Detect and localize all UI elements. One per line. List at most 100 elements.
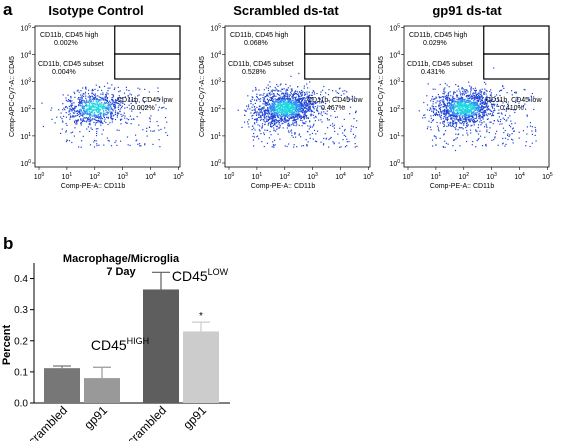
flow-point bbox=[455, 106, 457, 108]
flow-point bbox=[107, 123, 109, 126]
flow-point bbox=[70, 109, 72, 111]
flow-point bbox=[301, 89, 303, 91]
flow-point bbox=[91, 128, 93, 130]
flow-point bbox=[297, 118, 299, 120]
flow-point bbox=[279, 100, 281, 102]
bar-y-tick-label: 0.2 bbox=[14, 336, 28, 347]
flow-point bbox=[455, 128, 457, 130]
flow-point bbox=[515, 99, 517, 101]
flow-point bbox=[266, 105, 268, 107]
flow-point bbox=[269, 81, 271, 83]
flow-point bbox=[75, 106, 77, 108]
flow-point bbox=[485, 110, 487, 112]
flow-point bbox=[94, 94, 96, 96]
flow-point bbox=[98, 144, 100, 146]
flow-point bbox=[303, 102, 305, 104]
flow-point bbox=[71, 141, 73, 144]
flow-point bbox=[475, 89, 477, 91]
flow-point bbox=[302, 97, 304, 99]
flow-point bbox=[430, 108, 432, 110]
flow-point bbox=[434, 98, 436, 100]
flow-point bbox=[507, 133, 509, 135]
flow-point bbox=[263, 120, 265, 122]
flow-point bbox=[456, 96, 458, 98]
flow-point bbox=[79, 116, 81, 118]
flow-point bbox=[94, 114, 96, 116]
flow-point bbox=[86, 110, 88, 112]
flow-point bbox=[264, 114, 266, 116]
flow-point bbox=[282, 122, 284, 124]
flow-point bbox=[472, 116, 474, 118]
flow-point bbox=[466, 105, 468, 107]
flow-point bbox=[512, 139, 514, 141]
flow-point bbox=[95, 111, 97, 113]
flow-point bbox=[486, 118, 488, 120]
flow-point bbox=[77, 120, 79, 122]
flow-point bbox=[304, 122, 306, 125]
flow-point bbox=[439, 104, 441, 106]
flow-point bbox=[424, 114, 426, 116]
gate-label: CD11b, CD45 subset bbox=[407, 61, 473, 68]
flow-point bbox=[89, 117, 91, 119]
flow-point bbox=[80, 146, 82, 148]
flow-point bbox=[297, 113, 299, 115]
flow-point bbox=[73, 116, 75, 118]
flow-point bbox=[300, 116, 302, 118]
flow-point bbox=[332, 125, 334, 127]
flow-point bbox=[272, 98, 274, 100]
flow-point bbox=[432, 110, 434, 112]
flow-point bbox=[267, 107, 269, 109]
flow-plot-title: gp91 ds-tat bbox=[432, 3, 502, 18]
flow-point bbox=[457, 106, 459, 108]
flow-point bbox=[86, 108, 88, 110]
flow-point bbox=[470, 114, 472, 116]
flow-point bbox=[452, 106, 454, 108]
flow-point bbox=[474, 95, 476, 97]
flow-point bbox=[65, 141, 68, 143]
flow-point bbox=[307, 98, 309, 100]
flow-point bbox=[309, 102, 311, 104]
flow-point bbox=[97, 111, 99, 113]
flow-point bbox=[267, 113, 269, 115]
gate-subset bbox=[114, 53, 181, 80]
flow-point bbox=[294, 106, 296, 108]
flow-point bbox=[485, 111, 487, 113]
flow-point bbox=[98, 105, 100, 107]
flow-point bbox=[292, 106, 294, 108]
flow-point bbox=[482, 103, 484, 105]
flow-point bbox=[292, 94, 294, 96]
flow-point bbox=[440, 118, 442, 120]
flow-point bbox=[461, 102, 463, 104]
flow-point bbox=[460, 108, 462, 111]
flow-point bbox=[442, 109, 444, 111]
flow-point bbox=[280, 104, 282, 106]
flow-point bbox=[296, 94, 298, 96]
flow-point bbox=[310, 111, 313, 113]
flow-point bbox=[302, 116, 304, 118]
bar-chart-title: Macrophage/Microglia bbox=[63, 253, 180, 265]
flow-point bbox=[327, 94, 330, 96]
flow-point bbox=[479, 96, 481, 98]
flow-point bbox=[481, 106, 484, 108]
flow-point bbox=[103, 85, 106, 87]
flow-point bbox=[68, 140, 71, 142]
flow-point bbox=[279, 109, 281, 111]
flow-point bbox=[462, 111, 465, 113]
flow-point bbox=[258, 98, 260, 100]
flow-point bbox=[80, 108, 82, 110]
flow-point bbox=[282, 106, 284, 108]
flow-point bbox=[83, 117, 85, 119]
flow-point bbox=[446, 125, 448, 127]
flow-point bbox=[91, 102, 93, 105]
flow-point bbox=[257, 109, 260, 111]
flow-point bbox=[80, 113, 82, 115]
flow-point bbox=[311, 110, 313, 112]
flow-point bbox=[83, 105, 85, 108]
flow-point bbox=[306, 144, 308, 146]
flow-point bbox=[271, 109, 274, 111]
flow-point bbox=[313, 111, 315, 113]
flow-point bbox=[284, 121, 286, 123]
flow-point bbox=[292, 112, 295, 115]
flow-point bbox=[448, 114, 450, 116]
flow-point bbox=[309, 110, 311, 112]
